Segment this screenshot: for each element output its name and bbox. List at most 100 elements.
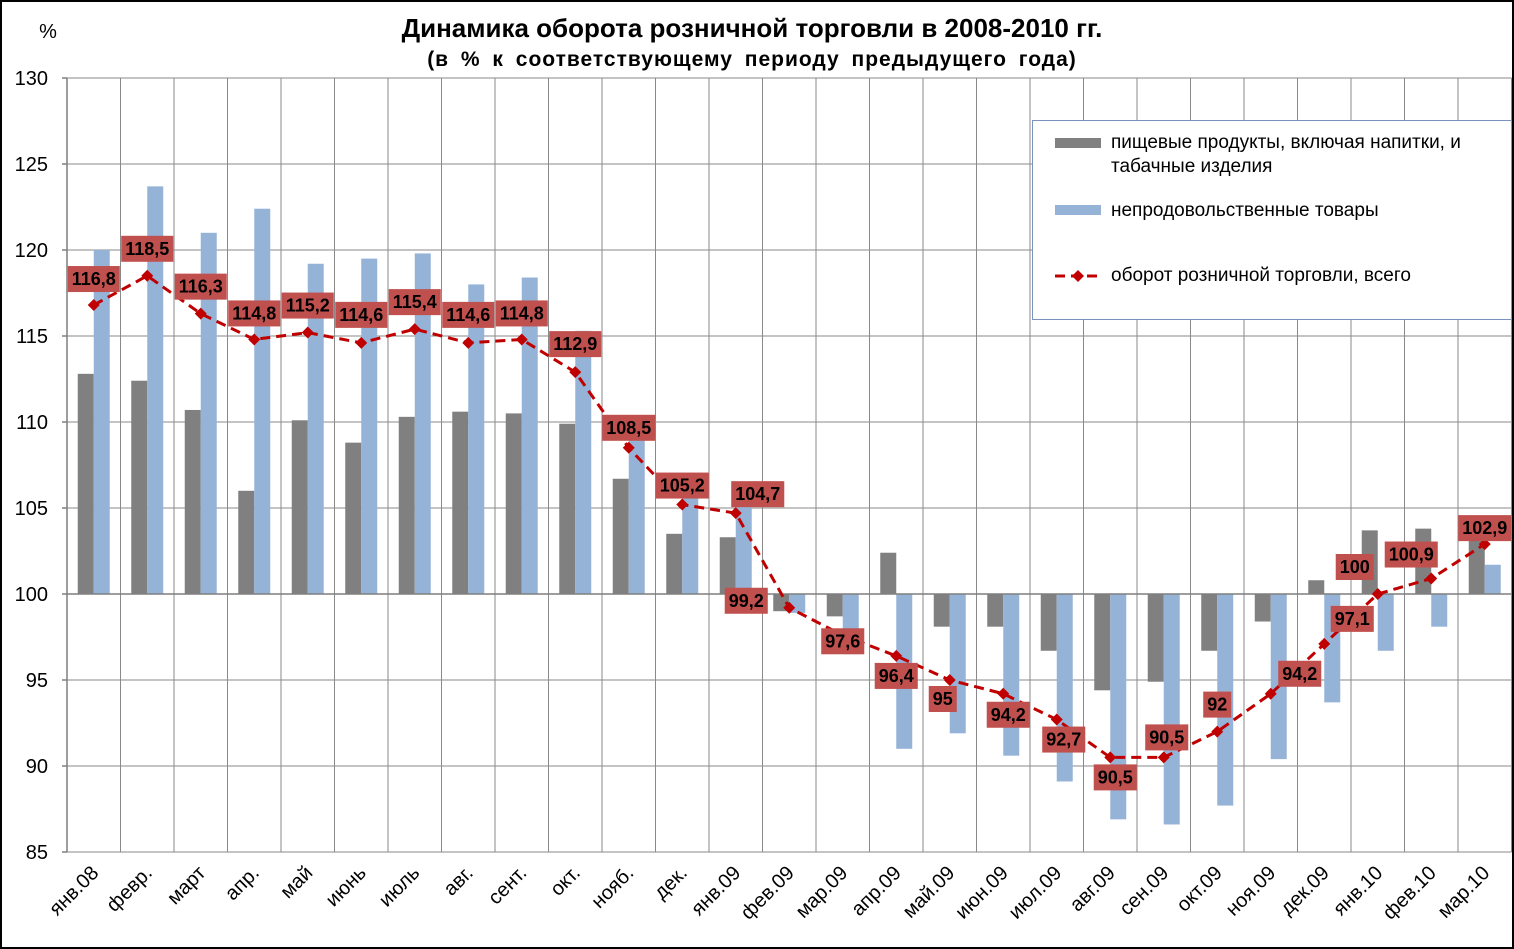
bar-nonfood xyxy=(1110,594,1127,820)
data-label-box xyxy=(1042,726,1086,753)
point-marker xyxy=(1157,751,1170,764)
data-label-box xyxy=(1203,691,1232,718)
point-marker xyxy=(890,649,903,662)
y-tick-labels: 85 90 95 100 105 110 115 120 125 130 xyxy=(15,68,48,864)
bar-food xyxy=(452,411,469,594)
point-marker xyxy=(1211,725,1224,738)
bar-nonfood xyxy=(307,263,324,594)
data-label-box xyxy=(228,300,281,327)
point-marker xyxy=(622,441,635,454)
data-label-box xyxy=(67,266,120,293)
data-labels: 116,8 118,5 116,3 114,8 115,2 114,6 115,4 114,6… xyxy=(67,235,1512,791)
data-label-box xyxy=(655,472,709,499)
data-label: 116,3 xyxy=(179,277,223,297)
point-marker xyxy=(997,687,1010,700)
point-marker xyxy=(569,366,582,379)
data-label: 114,6 xyxy=(446,305,490,325)
bar-nonfood xyxy=(1003,594,1020,756)
data-label: 100,9 xyxy=(1389,545,1434,565)
bar-nonfood xyxy=(735,502,752,594)
axes xyxy=(62,77,1512,853)
data-label: 105,2 xyxy=(660,476,705,496)
data-label-box xyxy=(121,235,174,262)
data-label: 95 xyxy=(933,689,953,709)
point-marker xyxy=(1264,687,1277,700)
point-marker xyxy=(676,498,689,511)
y-tick-label: 90 xyxy=(26,756,48,778)
data-label: 90,5 xyxy=(1098,767,1133,787)
y-tick-label: 95 xyxy=(26,670,48,692)
y-tick-label: 105 xyxy=(15,498,48,520)
data-label: 116,8 xyxy=(72,269,116,289)
bar-food xyxy=(612,478,629,594)
bar-food xyxy=(131,380,148,594)
data-label: 114,6 xyxy=(339,305,383,325)
data-label: 112,9 xyxy=(553,334,597,354)
data-label-box xyxy=(1458,515,1512,542)
bar-food xyxy=(77,373,94,594)
legend-label-total: оборот розничной торговли, всего xyxy=(1111,265,1411,286)
legend-item-total: оборот розничной торговли, всего xyxy=(1033,121,1511,319)
data-label-box xyxy=(1093,764,1137,791)
point-marker xyxy=(1318,637,1331,650)
data-label: 97,6 xyxy=(825,631,860,651)
point-marker xyxy=(408,323,421,336)
data-label: 100 xyxy=(1340,557,1370,577)
point-marker xyxy=(1371,588,1384,600)
total-retail-markers xyxy=(87,269,1491,764)
bar-food xyxy=(1094,594,1111,691)
point-marker xyxy=(1425,572,1438,585)
legend-label-nonfood: непродовольственные товары xyxy=(1111,200,1379,221)
bar-nonfood xyxy=(1163,594,1180,825)
bar-food xyxy=(933,594,950,627)
data-label-box xyxy=(986,701,1030,728)
point-marker xyxy=(462,336,475,349)
bar-nonfood xyxy=(575,330,592,594)
data-label: 108,5 xyxy=(606,418,651,438)
bar-nonfood xyxy=(628,435,645,594)
data-label: 114,8 xyxy=(500,303,544,323)
bar-nonfood xyxy=(682,494,699,594)
bar-food xyxy=(1040,594,1057,651)
data-label-box xyxy=(874,662,918,689)
data-label-box xyxy=(281,292,334,319)
data-label-box xyxy=(495,300,548,327)
bar-food xyxy=(987,594,1004,627)
bar-food xyxy=(826,594,843,617)
bar-food xyxy=(291,420,308,594)
legend: пищевые продукты, включая напитки, и таб… xyxy=(1032,120,1512,320)
bar-food xyxy=(880,552,897,594)
data-label-box xyxy=(1384,541,1438,568)
bar-nonfood xyxy=(521,277,538,594)
legend-item-food: пищевые продукты, включая напитки, и таб… xyxy=(1033,121,1511,319)
bar-food xyxy=(719,537,736,594)
data-label: 90,5 xyxy=(1149,727,1184,747)
data-label-box xyxy=(174,273,227,300)
bar-nonfood xyxy=(1377,594,1394,651)
data-label-box xyxy=(928,686,957,712)
data-label-box xyxy=(602,414,656,441)
chart-title: Динамика оборота розничной торговли в 20… xyxy=(402,13,1103,43)
legend-swatch-food xyxy=(1055,138,1101,148)
y-tick-label: 85 xyxy=(26,842,48,864)
point-marker xyxy=(729,507,742,520)
data-label: 115,4 xyxy=(393,292,437,312)
bar-food xyxy=(238,490,255,594)
data-label: 104,7 xyxy=(735,484,780,504)
legend-swatch-nonfood xyxy=(1055,205,1101,215)
bar-food xyxy=(505,413,522,594)
point-marker xyxy=(783,601,796,614)
data-label-box xyxy=(821,628,865,655)
chart-subtitle: (в % к соответствующему периоду предыдущ… xyxy=(427,48,1077,71)
data-label-box xyxy=(442,301,495,328)
bar-nonfood xyxy=(414,253,431,594)
data-label: 115,2 xyxy=(286,296,330,316)
y-tick-label: 100 xyxy=(15,584,48,606)
point-marker xyxy=(943,674,956,686)
bar-nonfood xyxy=(949,594,966,734)
data-label: 94,2 xyxy=(1282,664,1317,684)
point-marker xyxy=(194,307,207,320)
bar-nonfood xyxy=(468,284,485,594)
